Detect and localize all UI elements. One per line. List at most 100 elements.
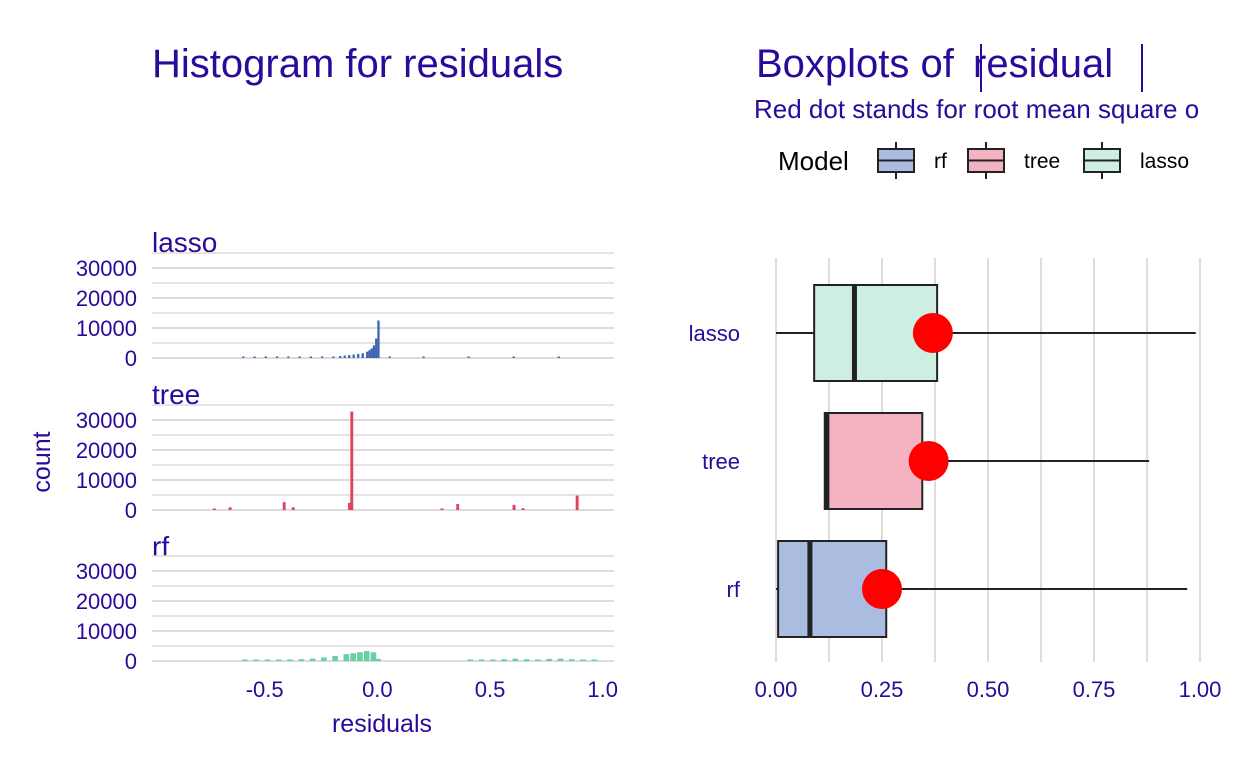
histogram-bar [512,504,516,510]
histogram-title: Histogram for residuals [152,42,563,86]
boxplot-subtitle: Red dot stands for root mean square o [754,94,1199,124]
histogram-bar [370,652,377,661]
histogram-bar [309,356,313,358]
histogram-bar [348,502,351,510]
histogram-bar [321,356,324,358]
histogram-bar [422,356,425,358]
box-rf: rf [727,540,1188,638]
y-tick-label: 30000 [76,408,137,433]
histogram-bar [467,356,470,358]
histogram-bar [291,507,295,510]
boxplot-title-prefix: Boxplots of [756,42,965,86]
histogram-bar [282,502,286,510]
histogram-bar [253,356,256,358]
box-tree: tree [702,412,1150,510]
histogram-ylabel: count [28,431,56,492]
histogram-bar [523,659,530,661]
legend-item-lasso: lasso [1083,142,1189,179]
histogram-bar [339,356,342,358]
histogram-bar [388,356,391,358]
y-tick-label: 10000 [76,468,137,493]
histogram-bar [372,345,376,358]
histogram-bar [361,353,364,358]
histogram-bar [357,353,360,358]
histogram-bar [298,356,301,358]
histogram-panel: lasso3000020000100000tree300002000010000… [76,227,618,702]
x-tick-label: 0.75 [1073,677,1116,702]
histogram-bar [343,654,350,661]
histogram-bar [440,508,444,510]
histogram-bar [264,659,271,661]
histogram-bar [298,659,305,661]
rmse-dot [908,441,949,481]
box-rect [823,412,924,510]
y-tick-label: 20000 [76,438,137,463]
histogram-bar [321,657,327,661]
legend-title: Model [778,146,849,176]
legend-item-rf: rf [877,142,947,179]
histogram-bar [456,504,460,510]
histogram-bar [228,507,232,510]
histogram-bar [375,338,378,358]
histogram-bar [568,659,575,661]
x-tick-label: 1.0 [587,677,618,702]
y-tick-label: 0 [125,649,137,674]
histogram-bar [343,355,346,358]
legend-label-tree: tree [1024,150,1060,173]
histogram-bar [535,659,541,661]
histogram-bar [275,659,282,661]
y-tick-label: 0 [125,498,137,523]
y-tick-label: 10000 [76,619,137,644]
histogram-bar [287,659,293,661]
x-tick-label: 0.50 [967,677,1010,702]
y-tick-label: 10000 [76,316,137,341]
histogram-bar [332,356,335,358]
y-tick-label: 30000 [76,256,137,281]
histogram-bar [242,356,245,358]
histogram-bar [350,653,356,661]
histogram-bar [467,659,474,661]
histogram-bar [512,658,519,661]
y-tick-label: 0 [125,346,137,371]
y-tick-label: 30000 [76,559,137,584]
histogram-bar [275,356,279,358]
facet-rf: rf 30000 20000 10000 0 [76,531,614,674]
rmse-dot [912,313,953,353]
histogram-bar [377,320,380,358]
rmse-dot [862,569,902,609]
histogram-bar [580,659,586,661]
histogram-bar [591,659,598,661]
legend-label-lasso: lasso [1140,150,1189,173]
boxplot-panel: 0.00 0.25 0.50 0.75 1.00 lasso tree rf [689,258,1222,702]
x-tick-label: 1.00 [1179,677,1222,702]
histogram-bar [287,356,290,358]
boxplot-title-word: residual [973,42,1113,86]
facet-label-rf: rf [152,531,169,562]
legend-item-tree: tree [967,142,1060,179]
histogram-bar [366,351,369,358]
legend: Model rf tree lasso [778,142,1189,179]
legend-label-rf: rf [934,150,947,173]
boxplot-title: Boxplots of residual [756,42,1113,86]
histogram-bar [264,356,267,358]
histogram-bar [521,508,525,510]
histogram-bar [253,659,260,661]
histogram-bar [557,356,560,358]
histogram-bar [368,350,371,358]
histogram-bar [375,658,381,661]
category-label-rf: rf [727,577,741,602]
x-tick-label: 0.5 [475,677,506,702]
histogram-xlabel: residuals [332,710,432,738]
category-label-lasso: lasso [689,321,740,346]
histogram-bar [575,495,579,510]
histogram-bar [501,659,507,661]
histogram-bar [557,658,564,661]
histogram-bar [357,652,363,661]
histogram-bar [212,508,216,510]
histogram-bar [309,658,316,661]
histogram-bar [350,411,354,510]
histogram-bar [512,356,515,358]
